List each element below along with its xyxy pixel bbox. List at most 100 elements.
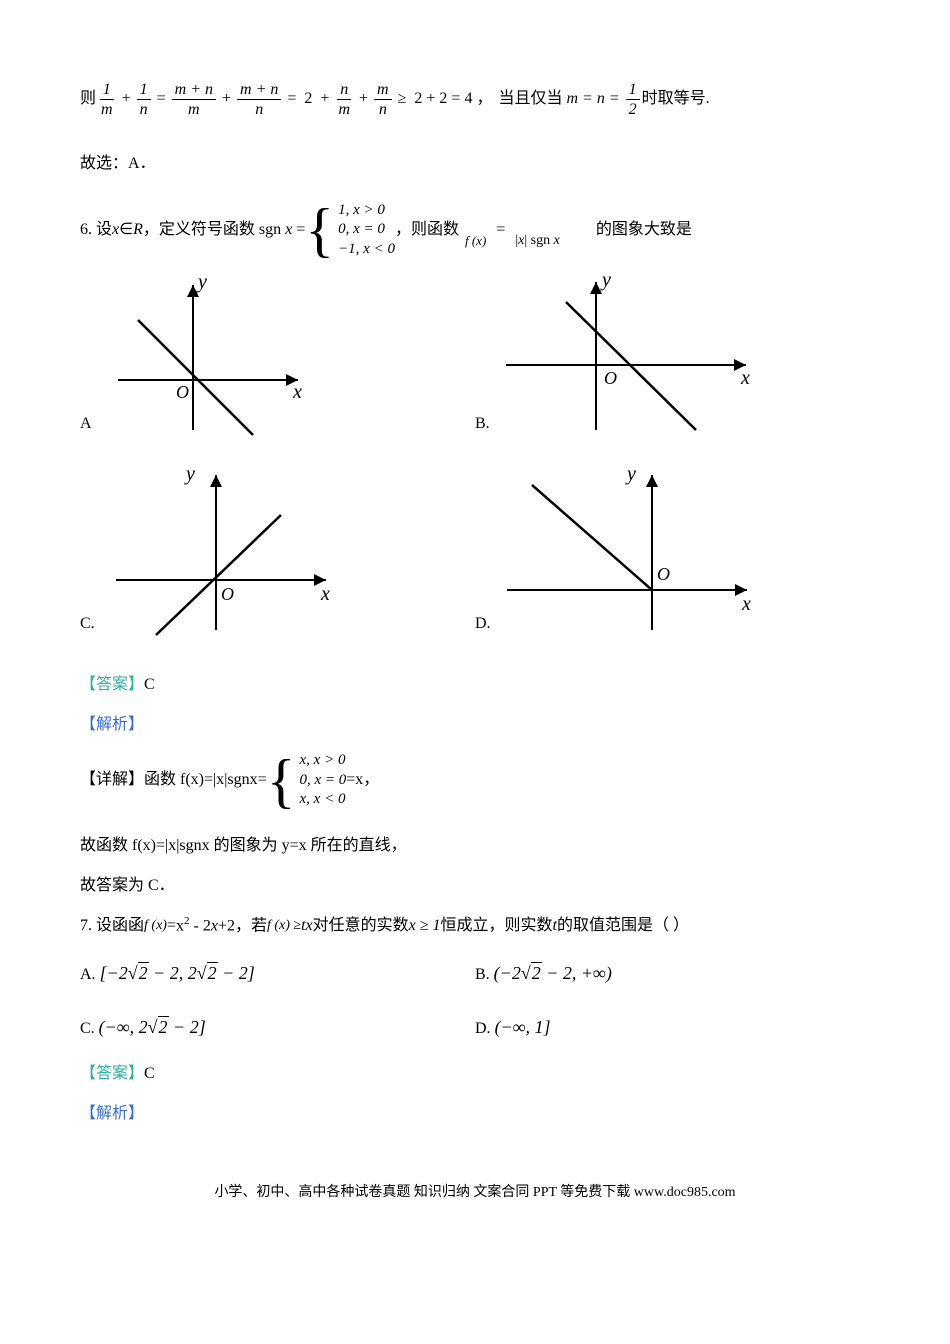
- line-conclude: 故答案为 C．: [80, 871, 870, 901]
- opt-label-c: C.: [80, 1020, 95, 1037]
- suffix: 时取等号.: [642, 84, 710, 114]
- ans7: 【答案】C: [80, 1059, 870, 1089]
- svg-text:y: y: [600, 270, 611, 291]
- graph-label-c: C.: [80, 609, 95, 639]
- q7-fx: f (x): [144, 913, 167, 940]
- frac-1m: 1m: [98, 80, 116, 119]
- detail-label: 【详解】: [80, 765, 144, 795]
- q7-xgeq: x ≥ 1: [409, 911, 441, 941]
- graph-d-svg: y x O: [497, 460, 757, 640]
- opt-label-d: D.: [475, 1020, 491, 1037]
- eq: =: [287, 84, 296, 114]
- rhs-text: 2 + 2 = 4: [414, 84, 472, 114]
- dpiece-2: x, x < 0: [300, 790, 347, 810]
- frac-nm: nm: [335, 80, 353, 119]
- svg-text:x: x: [740, 367, 750, 389]
- comma: ，: [476, 84, 492, 114]
- answer-label-7: 【答案】: [80, 1065, 144, 1082]
- frac-half: 12: [626, 80, 640, 119]
- opt-c: C. (−∞, 22 − 2]: [80, 1010, 475, 1044]
- q7-eq: =: [167, 911, 176, 941]
- q7-tx: tx: [301, 911, 313, 941]
- svg-text:y: y: [625, 463, 636, 485]
- cond-eq: m = n =: [566, 84, 619, 114]
- q7-fx2: f (x) ≥: [267, 913, 301, 940]
- piece-1: 0, x = 0: [338, 220, 395, 240]
- q6-fx: f (x): [465, 229, 486, 254]
- opt-b: B. (−22 − 2, +∞): [475, 956, 870, 990]
- detail6: 【详解】 函数 f(x)=|x|sgnx= { x, x > 0 0, x = …: [80, 751, 870, 811]
- opt-a-expr: [−22 − 2, 22 − 2]: [100, 963, 255, 983]
- q7-tail2: 的取值范围是（ ）: [557, 911, 689, 941]
- graph-label-a: A: [80, 409, 92, 439]
- q6-x: x: [112, 215, 119, 245]
- q6-abs: |x| sgn x: [515, 228, 560, 255]
- plus: +: [320, 84, 329, 114]
- opt-d: D. (−∞, 1]: [475, 1010, 870, 1044]
- q6-eq: =: [496, 215, 505, 245]
- document-page: 则 1m + 1n = m + nm + m + nn = 2 + nm + m…: [0, 0, 950, 1246]
- q6-abs-stack: |x| sgn x: [515, 205, 560, 254]
- graph-grid: A y x O B. y x O C.: [80, 270, 870, 640]
- answer-label: 【答案】: [80, 676, 144, 693]
- svg-text:y: y: [184, 463, 195, 485]
- svg-text:O: O: [221, 584, 234, 604]
- line-after-detail: 故函数 f(x)=|x|sgnx 的图象为 y=x 所在的直线，: [80, 831, 870, 861]
- q6-sgn: sgn x =: [259, 215, 305, 245]
- q6-tail: 的图象大致是: [596, 215, 692, 245]
- q7-cond: 对任意的实数: [313, 911, 409, 941]
- opt-label-a: A.: [80, 966, 96, 983]
- anal6: 【解析】: [80, 710, 870, 740]
- opt-label-b: B.: [475, 966, 490, 983]
- graph-b-cell: B. y x O: [475, 270, 870, 440]
- q6-mid: ，则函数: [395, 215, 459, 245]
- q6-stem: 6. 设 x ∈ R ， 定义符号函数 sgn x = { 1, x > 0 0…: [80, 200, 870, 260]
- detail-suffix: =x，: [346, 765, 379, 795]
- ans6-value: C: [144, 676, 155, 693]
- conclusion-a: 故选：A．: [80, 149, 870, 179]
- svg-text:y: y: [196, 271, 207, 293]
- ans7-value: C: [144, 1065, 155, 1082]
- opt-b-expr: (−22 − 2, +∞): [494, 963, 612, 983]
- svg-text:x: x: [292, 381, 302, 403]
- q6-in: ∈: [119, 215, 133, 245]
- eq: =: [157, 84, 166, 114]
- q6-def: 定义符号函数: [159, 215, 255, 245]
- ans6: 【答案】C: [80, 670, 870, 700]
- q6-piecewise: { 1, x > 0 0, x = 0 −1, x < 0: [305, 200, 395, 260]
- graph-label-d: D.: [475, 609, 491, 639]
- piece-2: −1, x < 0: [338, 240, 395, 260]
- q6-comma: ，: [143, 215, 159, 245]
- svg-text:O: O: [657, 564, 670, 584]
- frac-1n: 1n: [137, 80, 151, 119]
- analysis-label-7: 【解析】: [80, 1105, 144, 1122]
- graph-a-svg: y x O: [98, 270, 318, 440]
- graph-c-svg: y x O: [101, 460, 341, 640]
- graph-a-cell: A y x O: [80, 270, 475, 440]
- piece-0: 1, x > 0: [338, 201, 395, 221]
- q7-options: A. [−22 − 2, 22 − 2] B. (−22 − 2, +∞) C.…: [80, 956, 870, 1045]
- plus: +: [122, 84, 131, 114]
- detail-piecewise: { x, x > 0 0, x = 0 x, x < 0: [267, 751, 347, 811]
- q7-expr: x2 - 2x+2，若: [176, 911, 267, 942]
- anal7: 【解析】: [80, 1099, 870, 1129]
- prefix: 则: [80, 84, 96, 114]
- page-footer: 小学、初中、高中各种试卷真题 知识归纳 文案合同 PPT 等免费下载 www.d…: [80, 1180, 870, 1207]
- opt-c-expr: (−∞, 22 − 2]: [99, 1017, 206, 1037]
- dpiece-0: x, x > 0: [300, 751, 347, 771]
- graph-d-cell: D. y x O: [475, 460, 870, 640]
- q7-stem: 7. 设函函 f (x) = x2 - 2x+2，若 f (x) ≥ tx 对任…: [80, 911, 870, 942]
- q6-R: R: [133, 215, 143, 245]
- graph-b-svg: y x O: [496, 270, 756, 440]
- plus: +: [222, 84, 231, 114]
- q7-tail: 恒成立，则实数: [441, 911, 553, 941]
- q6-fx-stack: f (x): [465, 206, 486, 253]
- analysis-label: 【解析】: [80, 716, 144, 733]
- frac-mn-m: m + nm: [172, 80, 216, 119]
- graph-label-b: B.: [475, 409, 490, 439]
- svg-text:O: O: [604, 368, 617, 388]
- equation-line-1: 则 1m + 1n = m + nm + m + nn = 2 + nm + m…: [80, 80, 870, 119]
- q6-prefix: 6. 设: [80, 215, 112, 245]
- graph-c-cell: C. y x O: [80, 460, 475, 640]
- frac-mn: mn: [374, 80, 392, 119]
